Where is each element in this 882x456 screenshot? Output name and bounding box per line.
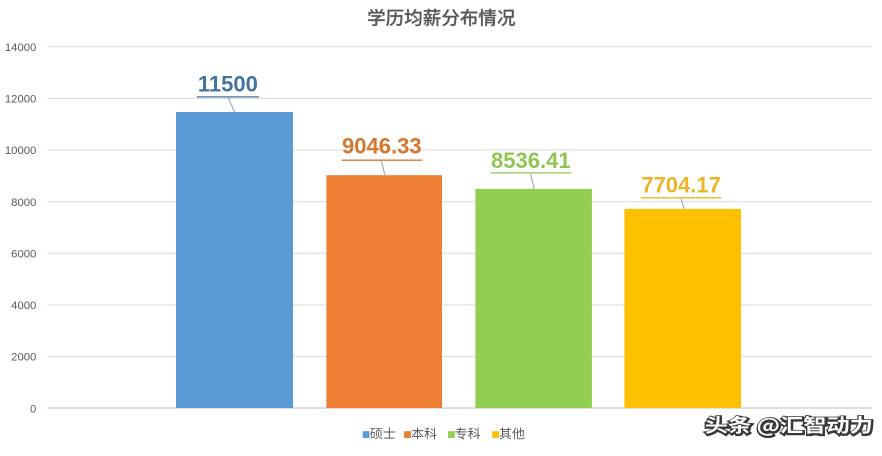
svg-text:11500: 11500 — [198, 71, 258, 96]
svg-text:14000: 14000 — [5, 42, 36, 54]
svg-text:4000: 4000 — [11, 300, 36, 312]
svg-text:8536.41: 8536.41 — [491, 148, 571, 173]
svg-text:2000: 2000 — [11, 352, 36, 364]
svg-text:8000: 8000 — [11, 197, 36, 209]
svg-text:6000: 6000 — [11, 248, 36, 260]
svg-text:12000: 12000 — [5, 94, 36, 106]
svg-text:10000: 10000 — [5, 145, 36, 157]
svg-text:7704.17: 7704.17 — [641, 173, 721, 198]
svg-text:9046.33: 9046.33 — [342, 134, 422, 159]
svg-text:0: 0 — [30, 403, 36, 415]
